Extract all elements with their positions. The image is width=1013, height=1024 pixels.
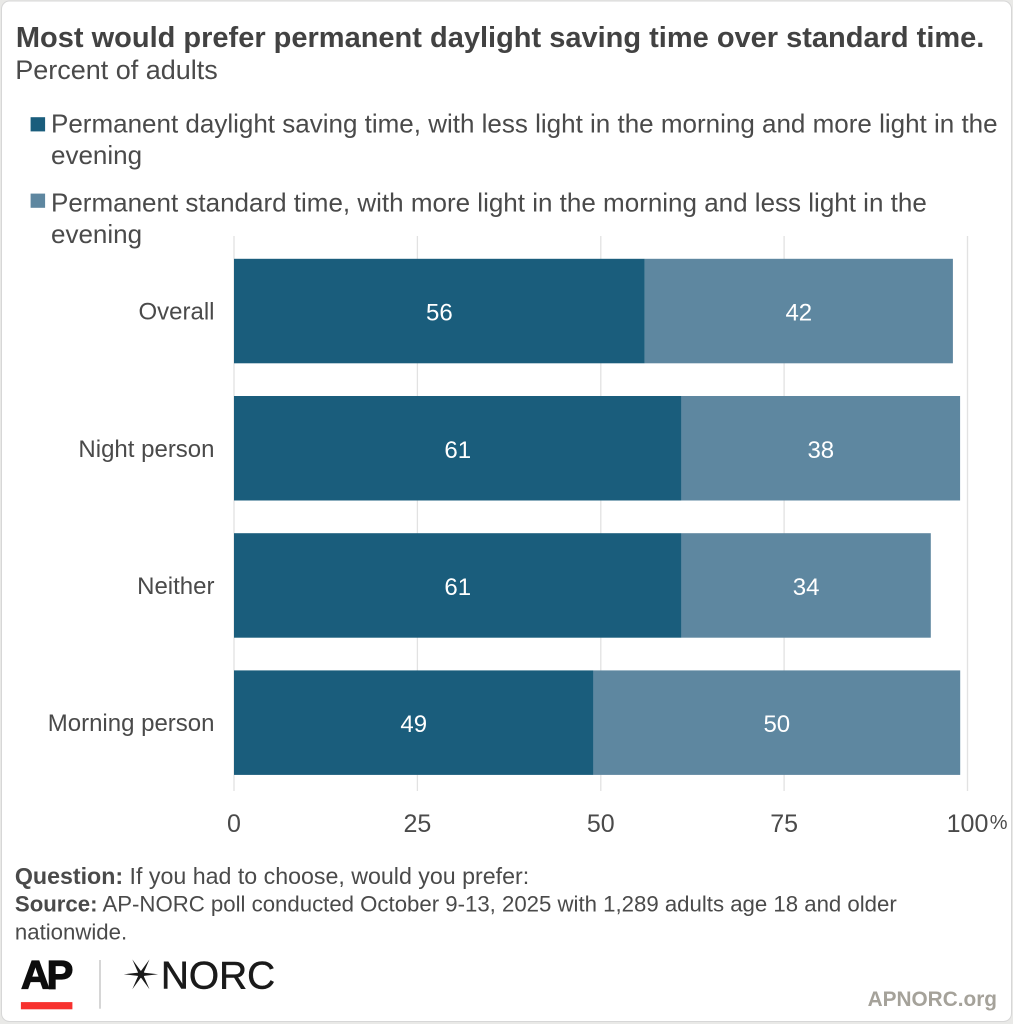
svg-text:61: 61 (444, 574, 471, 601)
svg-text:42: 42 (785, 300, 812, 327)
svg-text:Question: If you had to choose: Question: If you had to choose, would yo… (15, 863, 529, 889)
svg-text:50: 50 (763, 711, 790, 738)
svg-text:evening: evening (51, 219, 142, 249)
svg-text:Permanent standard time, with: Permanent standard time, with more light… (51, 187, 927, 217)
svg-text:APNORC.org: APNORC.org (868, 988, 997, 1011)
svg-text:61: 61 (444, 437, 471, 464)
svg-text:Source: AP-NORC poll conducted: Source: AP-NORC poll conducted October 9… (15, 891, 897, 916)
svg-text:evening: evening (51, 140, 142, 170)
svg-text:Most would prefer permanent da: Most would prefer permanent daylight sav… (16, 22, 984, 54)
svg-text:0: 0 (227, 810, 241, 838)
svg-text:Permanent daylight saving time: Permanent daylight saving time, with les… (51, 108, 998, 138)
svg-text:Morning person: Morning person (48, 710, 215, 737)
svg-text:AP: AP (21, 954, 73, 998)
svg-text:%: % (990, 812, 1008, 834)
svg-text:Neither: Neither (137, 573, 214, 600)
svg-text:nationwide.: nationwide. (15, 920, 127, 945)
svg-text:75: 75 (770, 810, 798, 838)
svg-text:NORC: NORC (161, 955, 275, 998)
svg-text:50: 50 (587, 810, 615, 838)
svg-text:34: 34 (793, 574, 820, 601)
svg-text:Overall: Overall (138, 299, 214, 326)
svg-text:100: 100 (947, 810, 989, 838)
svg-text:Percent of adults: Percent of adults (15, 55, 218, 85)
svg-text:56: 56 (426, 300, 453, 327)
svg-text:49: 49 (400, 711, 427, 738)
svg-text:25: 25 (403, 810, 431, 838)
svg-text:38: 38 (807, 437, 834, 464)
svg-text:Night person: Night person (78, 436, 214, 463)
